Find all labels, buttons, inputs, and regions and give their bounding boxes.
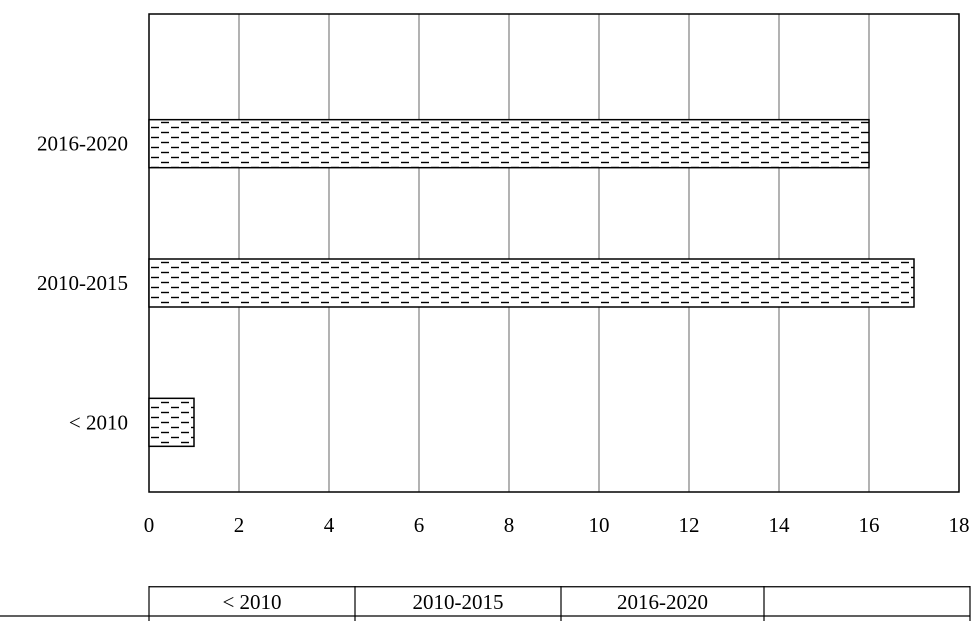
x-tick-label: 4 bbox=[324, 513, 335, 537]
category-label: 2016-2020 bbox=[37, 132, 128, 156]
category-labels: < 2010 2010-2015 2016-2020 bbox=[37, 132, 128, 435]
x-tick-labels: 0 2 4 6 8 10 12 14 16 18 bbox=[144, 513, 970, 537]
x-tick-label: 10 bbox=[589, 513, 610, 537]
bars bbox=[149, 120, 914, 447]
table-header-cell: 2016-2020 bbox=[617, 590, 708, 614]
gridlines bbox=[239, 14, 869, 492]
category-label: 2010-2015 bbox=[37, 271, 128, 295]
bar-1 bbox=[149, 259, 914, 307]
bar-2 bbox=[149, 120, 869, 168]
x-tick-label: 2 bbox=[234, 513, 245, 537]
x-tick-label: 12 bbox=[679, 513, 700, 537]
category-label: < 2010 bbox=[69, 410, 128, 434]
x-tick-label: 16 bbox=[859, 513, 880, 537]
x-tick-label: 14 bbox=[769, 513, 791, 537]
x-tick-label: 18 bbox=[949, 513, 970, 537]
x-tick-label: 0 bbox=[144, 513, 155, 537]
table-header-cell: 2010-2015 bbox=[413, 590, 504, 614]
x-tick-label: 6 bbox=[414, 513, 425, 537]
bar-0 bbox=[149, 398, 194, 446]
plot-area bbox=[149, 14, 959, 492]
bar-chart: < 2010 2010-2015 2016-2020 0 2 4 6 8 10 12 14 16 18 bbox=[0, 0, 974, 586]
x-tick-label: 8 bbox=[504, 513, 515, 537]
table-header-cell: < 2010 bbox=[222, 590, 281, 614]
